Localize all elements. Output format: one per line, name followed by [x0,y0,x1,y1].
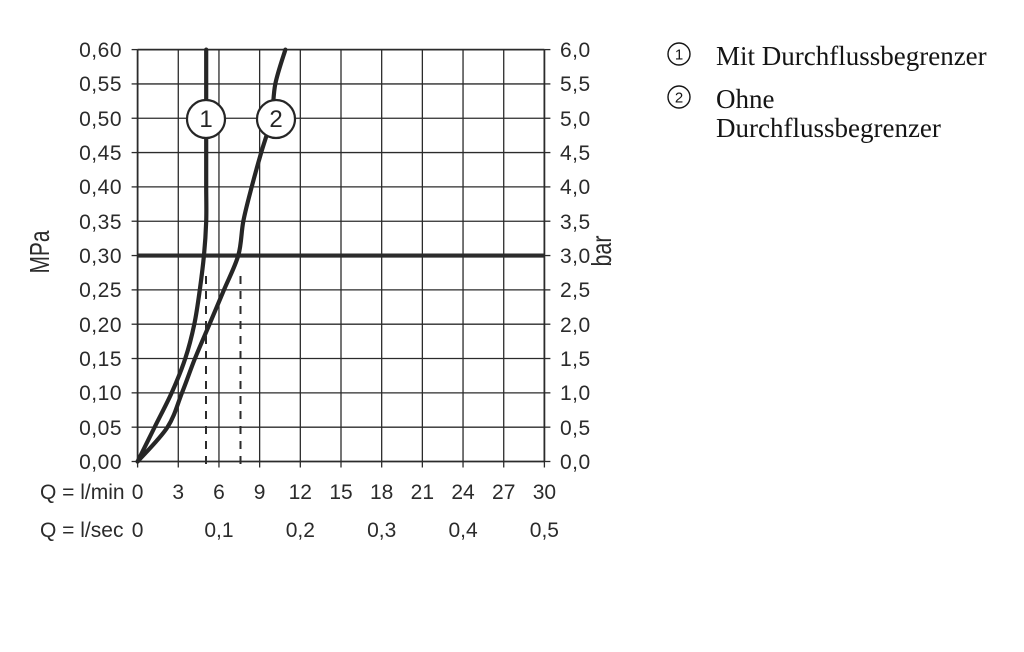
svg-text:1,5: 1,5 [560,348,591,371]
svg-text:0,4: 0,4 [448,519,478,542]
svg-text:0,3: 0,3 [367,519,396,542]
svg-text:Ohne: Ohne [716,84,774,114]
svg-text:5,0: 5,0 [560,108,591,131]
svg-text:0,45: 0,45 [79,142,122,165]
svg-text:12: 12 [289,481,312,504]
svg-text:6: 6 [213,481,225,504]
svg-text:2: 2 [269,106,282,133]
svg-text:0,20: 0,20 [79,314,122,337]
svg-text:2,5: 2,5 [560,279,591,302]
svg-text:0,15: 0,15 [79,348,122,371]
svg-text:0,00: 0,00 [79,451,122,474]
svg-text:0,05: 0,05 [79,417,122,440]
svg-text:6,0: 6,0 [560,39,591,62]
svg-text:0,55: 0,55 [79,73,122,96]
svg-text:21: 21 [411,481,434,504]
svg-text:2: 2 [675,90,683,107]
svg-text:15: 15 [329,481,352,504]
svg-text:2,0: 2,0 [560,314,591,337]
svg-text:3,5: 3,5 [560,211,591,234]
svg-text:1,0: 1,0 [560,382,591,405]
svg-text:9: 9 [254,481,266,504]
svg-text:0,25: 0,25 [79,279,122,302]
svg-text:0: 0 [132,481,144,504]
svg-text:18: 18 [370,481,393,504]
svg-text:Mit Durchflussbegrenzer: Mit Durchflussbegrenzer [716,41,987,71]
svg-text:0,30: 0,30 [79,245,122,268]
svg-text:bar: bar [586,236,617,267]
svg-text:24: 24 [451,481,475,504]
svg-text:1: 1 [199,106,212,133]
svg-text:27: 27 [492,481,515,504]
svg-text:MPa: MPa [24,230,55,273]
svg-text:0,10: 0,10 [79,382,122,405]
svg-text:4,0: 4,0 [560,176,591,199]
svg-text:0,35: 0,35 [79,211,122,234]
svg-text:5,5: 5,5 [560,73,591,96]
svg-text:0,60: 0,60 [79,39,122,62]
svg-text:Q = l/min: Q = l/min [40,481,125,504]
svg-text:Durchflussbegrenzer: Durchflussbegrenzer [716,113,941,143]
svg-text:0,5: 0,5 [560,417,591,440]
svg-text:3: 3 [172,481,184,504]
svg-text:0,1: 0,1 [204,519,233,542]
svg-text:0,50: 0,50 [79,108,122,131]
svg-text:0,40: 0,40 [79,176,122,199]
svg-text:0,5: 0,5 [530,519,559,542]
svg-text:0: 0 [132,519,144,542]
svg-text:0,0: 0,0 [560,451,591,474]
svg-text:1: 1 [675,47,683,64]
svg-text:Q = l/sec: Q = l/sec [40,519,123,542]
svg-text:4,5: 4,5 [560,142,591,165]
svg-text:0,2: 0,2 [286,519,315,542]
svg-text:30: 30 [533,481,556,504]
